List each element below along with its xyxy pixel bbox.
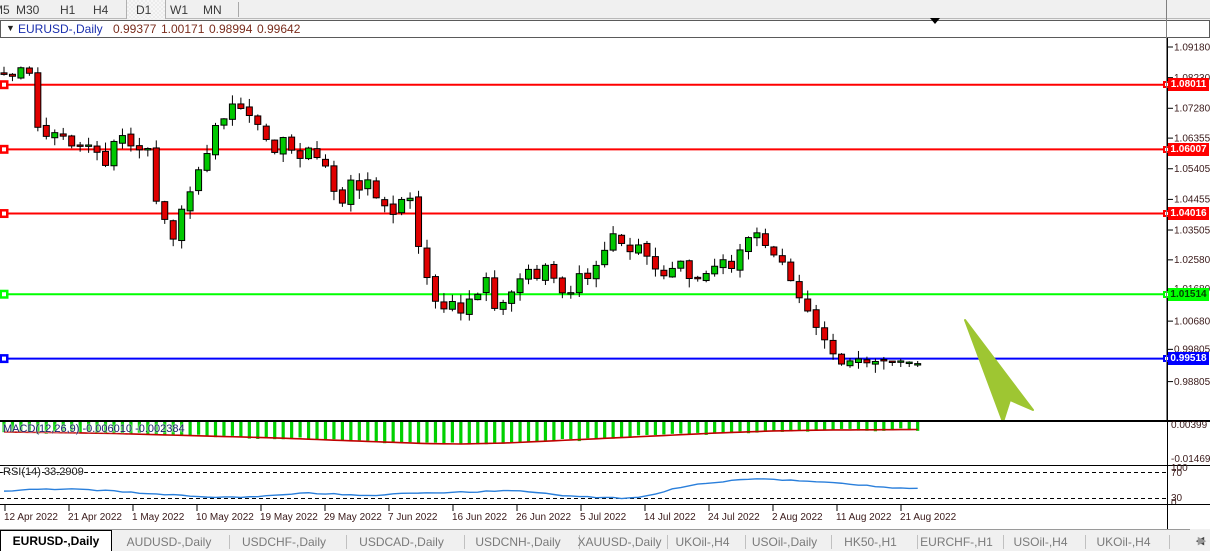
svg-text:1.02580: 1.02580 <box>1174 255 1210 266</box>
svg-text:1.05405: 1.05405 <box>1174 164 1210 175</box>
svg-text:1.00680: 1.00680 <box>1174 316 1210 327</box>
svg-text:1.04455: 1.04455 <box>1174 195 1210 206</box>
svg-text:1.03505: 1.03505 <box>1174 225 1210 236</box>
svg-text:1.07280: 1.07280 <box>1174 104 1210 115</box>
svg-text:0.98805: 0.98805 <box>1174 377 1210 388</box>
svg-text:1.09180: 1.09180 <box>1174 42 1210 53</box>
